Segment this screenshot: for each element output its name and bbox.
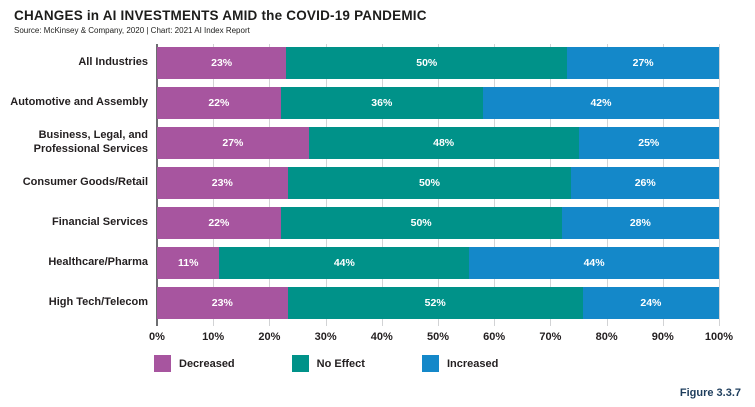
bar-segment-decreased: 23% xyxy=(157,287,288,319)
x-tick-label: 100% xyxy=(704,331,734,343)
x-tick-label: 40% xyxy=(370,331,393,343)
bar-segment-no-effect: 50% xyxy=(287,167,572,199)
bar-row: 23% 50% 26% xyxy=(157,167,719,199)
category-labels: All Industries Automotive and Assembly Bus… xyxy=(0,44,157,348)
x-tick-label: 90% xyxy=(651,331,674,343)
legend-label: No Effect xyxy=(316,357,365,370)
bar-segment-increased: 44% xyxy=(469,247,719,279)
bar-segment-increased: 25% xyxy=(578,127,719,159)
bar-segment-no-effect: 50% xyxy=(286,47,568,79)
bar-segment-no-effect: 52% xyxy=(287,287,583,319)
bar-row: 23% 50% 27% xyxy=(157,47,719,79)
bar-rows: 23% 50% 27% 22% 36% 42% 27% 48% 25% 23% 50% 26% 22% 5… xyxy=(157,44,719,326)
bar-segment-increased: 27% xyxy=(567,47,719,79)
bar-segment-decreased: 11% xyxy=(157,247,220,279)
gridline xyxy=(719,44,720,326)
bar-segment-decreased: 23% xyxy=(157,167,288,199)
category-label: Consumer Goods/Retail xyxy=(22,176,148,189)
x-tick-label: 20% xyxy=(258,331,281,343)
category-label: Automotive and Assembly xyxy=(10,96,148,109)
category-label: All Industries xyxy=(78,56,148,69)
plot-area: 23% 50% 27% 22% 36% 42% 27% 48% 25% 23% 50% 26% 22% 5… xyxy=(149,44,733,348)
bar-segment-no-effect: 36% xyxy=(280,87,483,119)
legend-label: Decreased xyxy=(179,357,235,370)
x-tick-label: 30% xyxy=(314,331,337,343)
bar-segment-increased: 42% xyxy=(482,87,719,119)
category-label: Financial Services xyxy=(52,216,148,229)
legend: Decreased No Effect Increased xyxy=(154,355,555,372)
x-tick-label: 50% xyxy=(426,331,450,343)
bar-segment-no-effect: 50% xyxy=(280,207,562,239)
chart-source: Source: McKinsey & Company, 2020 | Chart… xyxy=(14,26,250,35)
legend-swatch xyxy=(291,355,309,372)
stacked-bar-chart: All Industries Automotive and Assembly Bus… xyxy=(0,44,733,348)
legend-swatch xyxy=(154,355,171,372)
chart-title: CHANGES in AI INVESTMENTS AMID the COVID… xyxy=(14,8,427,23)
plot-box: 23% 50% 27% 22% 36% 42% 27% 48% 25% 23% 50% 26% 22% 5… xyxy=(156,44,720,326)
x-axis: 0% 10% 20% 30% 40% 50% 60% 70% 80% 90% 100% xyxy=(149,326,733,348)
bar-row: 27% 48% 25% xyxy=(157,127,719,159)
bar-row: 22% 36% 42% xyxy=(157,87,719,119)
bar-segment-decreased: 23% xyxy=(157,47,287,79)
legend-item-increased: Increased xyxy=(421,355,499,372)
x-tick-label: 60% xyxy=(483,331,506,343)
x-tick-label: 10% xyxy=(202,331,225,343)
bar-row: 22% 50% 28% xyxy=(157,207,719,239)
x-tick-label: 70% xyxy=(539,331,562,343)
bar-row: 11% 44% 44% xyxy=(157,247,719,279)
legend-swatch xyxy=(421,355,439,372)
bar-segment-no-effect: 48% xyxy=(308,127,579,159)
bar-segment-decreased: 27% xyxy=(157,127,309,159)
bar-segment-increased: 28% xyxy=(561,207,719,239)
category-label: Healthcare/Pharma xyxy=(48,256,148,269)
legend-item-no-effect: No Effect xyxy=(291,355,365,372)
x-tick-label: 0% xyxy=(149,331,165,343)
x-tick-label: 80% xyxy=(595,331,618,343)
figure-caption: Figure 3.3.7 xyxy=(679,387,741,399)
category-label: Business, Legal, and Professional Servic… xyxy=(33,129,148,155)
bar-row: 23% 52% 24% xyxy=(157,287,719,319)
bar-segment-decreased: 22% xyxy=(157,207,281,239)
legend-item-decreased: Decreased xyxy=(154,355,235,372)
bar-segment-increased: 24% xyxy=(582,287,719,319)
bar-segment-decreased: 22% xyxy=(157,87,281,119)
legend-label: Increased xyxy=(446,357,499,370)
bar-segment-increased: 26% xyxy=(571,167,719,199)
category-label: High Tech/Telecom xyxy=(48,296,148,309)
bar-segment-no-effect: 44% xyxy=(219,247,470,279)
